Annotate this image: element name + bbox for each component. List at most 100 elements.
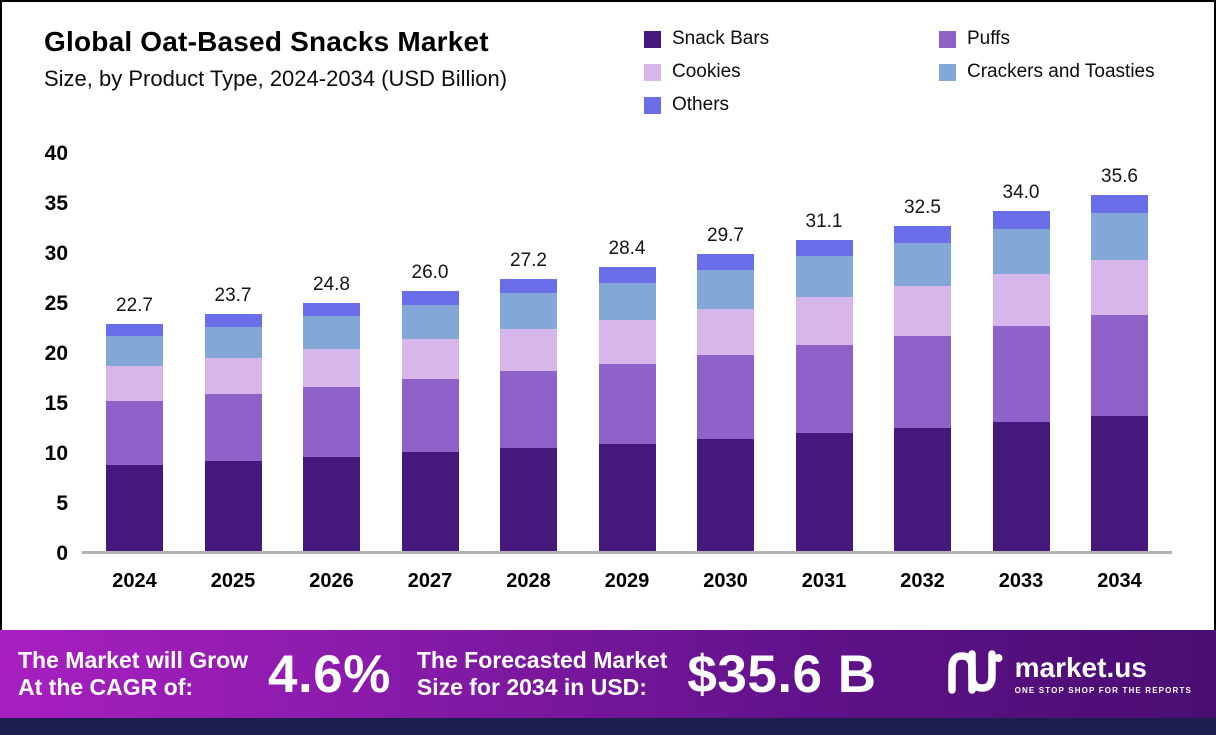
bar-total-label: 27.2 — [510, 250, 547, 271]
chart-card: Global Oat-Based Snacks Market Size, by … — [0, 0, 1216, 630]
bar-segment-cookies — [1091, 260, 1148, 315]
x-axis-label: 2034 — [1097, 570, 1142, 592]
bar-total-label: 28.4 — [608, 238, 646, 259]
x-axis: 2024 2025 2026 2027 2028 2029 2030 2031 2032 2033… — [82, 570, 1172, 593]
legend-label: Snack Bars — [672, 28, 770, 49]
bar-segment-snack-bars — [1091, 416, 1148, 551]
cagr-label-line1: The Market will Grow — [18, 646, 249, 673]
bar-group-2028: 27.2 — [500, 250, 557, 551]
x-axis-label: 2030 — [703, 570, 748, 592]
y-axis-tick-label: 25 — [44, 292, 68, 315]
bar-segment-cookies — [204, 358, 262, 394]
bar-segment-others — [106, 324, 163, 336]
bar-segment-puffs — [795, 345, 853, 433]
bar-stack — [303, 303, 360, 551]
bar-segment-cookies — [894, 286, 951, 336]
brand-text: market.us ONE STOP SHOP FOR THE REPORTS — [1014, 651, 1192, 695]
x-axis-label: 2024 — [112, 570, 157, 592]
bar-segment-cookies — [697, 309, 754, 355]
x-axis-label: 2027 — [407, 570, 453, 592]
forecast-value: $35.6 B — [687, 644, 877, 704]
bar-segment-others — [894, 226, 951, 243]
bar-segment-snack-bars — [204, 461, 262, 551]
bar-segment-puffs — [401, 379, 459, 452]
brand-tagline: ONE STOP SHOP FOR THE REPORTS — [1014, 685, 1192, 695]
y-axis-tick-label: 35 — [44, 192, 68, 215]
legend-swatch — [939, 63, 956, 81]
legend-label: Crackers and Toasties — [967, 61, 1155, 82]
page-subtitle: Size, by Product Type, 2024-2034 (USD Bi… — [44, 66, 508, 91]
bar-segment-others — [697, 254, 754, 270]
bar-segment-puffs — [500, 371, 557, 448]
legend-swatch — [939, 30, 956, 48]
bar-group-2025: 23.7 — [204, 285, 262, 551]
bar-segment-others — [401, 291, 459, 305]
legend-label: Others — [672, 94, 730, 115]
bar-segment-snack-bars — [500, 448, 557, 551]
bar-stack — [106, 324, 163, 551]
bar-segment-cookies — [500, 329, 557, 371]
bar-segment-puffs — [598, 364, 656, 444]
bar-stack — [598, 267, 656, 551]
bar-segment-others — [1091, 195, 1148, 213]
cagr-label: The Market will Grow At the CAGR of: — [18, 647, 248, 701]
x-axis-label: 2025 — [210, 570, 256, 592]
bar-segment-cookies — [401, 339, 459, 379]
bar-group-2033: 34.0 — [992, 182, 1050, 551]
bar-segment-cookies — [598, 320, 656, 364]
bar-total-label: 29.7 — [707, 225, 744, 246]
stacked-bar-chart: 0 5 10 15 20 25 30 35 40 22.7 23.7 24.8 26.0 27.2 28.… — [12, 142, 1172, 565]
y-axis-tick-label: 0 — [56, 542, 68, 565]
y-axis-tick-label: 20 — [44, 342, 68, 365]
bar-segment-crackers-and-toasties — [401, 305, 459, 339]
bar-segment-crackers-and-toasties — [106, 336, 163, 366]
legend-swatch — [644, 30, 661, 48]
bar-group-2034: 35.6 — [1091, 166, 1148, 551]
bar-stack — [992, 211, 1050, 551]
bar-total-label: 26.0 — [411, 262, 449, 283]
x-axis-label: 2028 — [506, 570, 551, 592]
bar-group-2029: 28.4 — [598, 238, 656, 551]
bar-segment-others — [500, 279, 557, 293]
bar-segment-cookies — [303, 349, 360, 387]
legend-item-snack-bars: Snack Bars — [644, 28, 931, 50]
footer-banner: The Market will Grow At the CAGR of: 4.6… — [0, 630, 1216, 718]
bar-segment-crackers-and-toasties — [795, 256, 853, 297]
bar-segment-snack-bars — [106, 465, 163, 551]
bar-group-2024: 22.7 — [106, 295, 163, 551]
x-axis-label: 2033 — [998, 570, 1044, 592]
legend-swatch — [644, 63, 661, 81]
bar-total-label: 34.0 — [1002, 182, 1040, 203]
bar-segment-snack-bars — [303, 457, 360, 551]
bar-stack — [204, 314, 262, 551]
bar-segment-crackers-and-toasties — [697, 270, 754, 309]
bar-segment-cookies — [992, 274, 1050, 326]
y-axis-tick-label: 15 — [44, 392, 68, 415]
x-axis-label: 2029 — [604, 570, 650, 592]
bar-segment-puffs — [204, 394, 262, 461]
x-axis-label: 2032 — [900, 570, 945, 592]
forecast-label-line2: Size for 2034 in USD: — [416, 674, 647, 700]
bar-segment-snack-bars — [894, 428, 951, 551]
x-axis-label: 2031 — [801, 570, 847, 592]
legend-label: Puffs — [967, 28, 1010, 49]
forecast-label-line1: The Forecasted Market — [416, 646, 668, 673]
bar-segment-puffs — [894, 336, 951, 428]
bar-segment-others — [303, 303, 360, 316]
bar-group-2030: 29.7 — [697, 225, 754, 551]
legend-label: Cookies — [672, 61, 741, 82]
bar-segment-cookies — [795, 297, 853, 345]
legend-item-crackers-and-toasties: Crackers and Toasties — [939, 61, 1206, 83]
bar-stack — [1091, 195, 1148, 551]
bar-stack — [500, 279, 557, 551]
bar-segment-crackers-and-toasties — [204, 327, 262, 358]
market-us-logo-icon — [946, 649, 1004, 700]
bar-stack — [894, 226, 951, 551]
cagr-label-line2: At the CAGR of: — [18, 674, 194, 700]
forecast-label: The Forecasted Market Size for 2034 in U… — [417, 647, 668, 701]
bar-group-2027: 26.0 — [401, 262, 459, 551]
y-axis-tick-label: 30 — [44, 242, 68, 265]
brand-name: market.us — [1014, 651, 1147, 683]
y-axis-tick-label: 5 — [56, 492, 68, 515]
bar-segment-puffs — [697, 355, 754, 439]
